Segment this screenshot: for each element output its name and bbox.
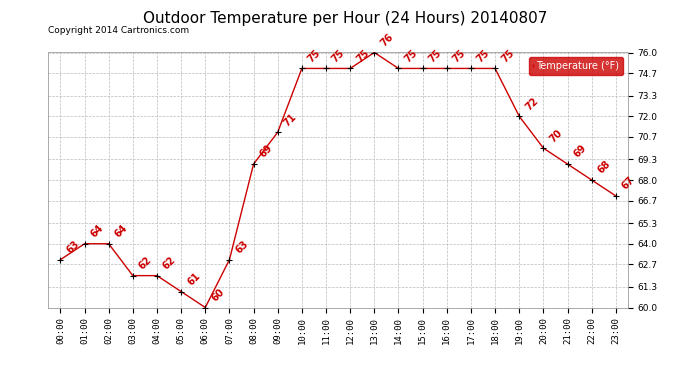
Text: 75: 75 (403, 48, 420, 64)
Text: 64: 64 (113, 223, 130, 240)
Legend: Temperature (°F): Temperature (°F) (529, 57, 623, 75)
Text: 60: 60 (210, 287, 226, 303)
Text: 68: 68 (596, 159, 613, 176)
Text: 76: 76 (379, 32, 395, 48)
Text: 70: 70 (548, 128, 564, 144)
Text: 69: 69 (258, 143, 275, 160)
Text: 62: 62 (137, 255, 154, 272)
Text: Outdoor Temperature per Hour (24 Hours) 20140807: Outdoor Temperature per Hour (24 Hours) … (143, 11, 547, 26)
Text: 63: 63 (65, 239, 81, 255)
Text: 75: 75 (451, 48, 468, 64)
Text: 72: 72 (524, 96, 540, 112)
Text: Copyright 2014 Cartronics.com: Copyright 2014 Cartronics.com (48, 26, 190, 35)
Text: 75: 75 (500, 48, 516, 64)
Text: 71: 71 (282, 111, 299, 128)
Text: 62: 62 (161, 255, 178, 272)
Text: 61: 61 (186, 271, 202, 287)
Text: 63: 63 (234, 239, 250, 255)
Text: 64: 64 (89, 223, 106, 240)
Text: 75: 75 (475, 48, 492, 64)
Text: 75: 75 (306, 48, 323, 64)
Text: 75: 75 (427, 48, 444, 64)
Text: 75: 75 (355, 48, 371, 64)
Text: 75: 75 (331, 48, 347, 64)
Text: 69: 69 (572, 143, 589, 160)
Text: 67: 67 (620, 175, 637, 192)
